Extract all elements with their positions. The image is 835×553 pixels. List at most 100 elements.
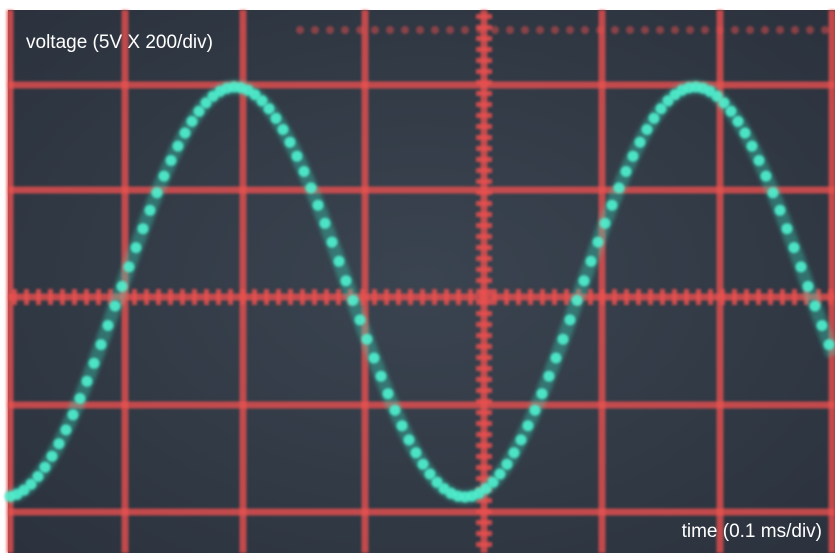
- trace-dot: [620, 166, 632, 177]
- graticule-tick: [180, 289, 185, 305]
- graticule-tick: [476, 465, 492, 470]
- trace-dot: [130, 242, 142, 254]
- graticule-tick: [708, 289, 713, 305]
- graticule-tick: [336, 289, 341, 305]
- graticule-tick: [624, 289, 629, 305]
- trace-dot: [81, 375, 93, 387]
- graticule-tick: [476, 135, 492, 140]
- trace-dot: [39, 461, 51, 473]
- graticule-tick: [84, 289, 89, 305]
- graticule-dot: [431, 26, 439, 34]
- graticule-dot: [536, 26, 544, 34]
- trace-dot: [424, 468, 436, 480]
- trace-dot: [200, 97, 212, 109]
- trace-dot: [494, 468, 506, 480]
- graticule-dot: [521, 26, 529, 34]
- graticule-tick: [408, 289, 413, 305]
- trace-dot: [165, 155, 177, 166]
- trace-dot: [508, 447, 520, 459]
- graticule-tick: [372, 289, 377, 305]
- graticule-tick: [476, 377, 492, 382]
- graticule-tick: [324, 289, 329, 305]
- trace-dot: [102, 320, 114, 331]
- trace-dot: [326, 236, 338, 248]
- graticule-tick: [476, 190, 492, 195]
- graticule-tick: [660, 289, 665, 305]
- graticule-dot: [791, 26, 799, 34]
- trace-dot: [648, 112, 660, 124]
- trace-dot: [718, 97, 730, 109]
- trace-dot: [263, 103, 275, 115]
- graticule-tick: [24, 289, 29, 305]
- graticule-dot: [686, 26, 694, 34]
- trace: [4, 79, 835, 505]
- graticule-tick: [684, 289, 689, 305]
- graticule-dot: [386, 26, 394, 34]
- graticule-tick: [476, 366, 492, 371]
- trace-dot: [284, 136, 296, 148]
- trace-dot: [319, 217, 331, 229]
- trace-dot: [340, 275, 352, 287]
- trace-dot: [305, 182, 317, 194]
- trace-dot: [67, 409, 79, 421]
- graticule-dot: [401, 26, 409, 34]
- trace-dot: [410, 447, 422, 459]
- graticule-tick: [744, 289, 749, 305]
- graticule-tick: [476, 25, 492, 30]
- y-axis-label: voltage (5V X 200/div): [26, 32, 213, 53]
- graticule-tick: [732, 289, 737, 305]
- trace-dot: [382, 388, 394, 400]
- graticule-tick: [360, 289, 365, 305]
- trace-dot: [354, 314, 366, 326]
- graticule-tick: [476, 476, 492, 481]
- graticule-tick: [48, 289, 53, 305]
- graticule-dot: [776, 26, 784, 34]
- trace-dot: [256, 95, 268, 107]
- trace-dot: [109, 300, 121, 312]
- graticule-dot: [551, 26, 559, 34]
- graticule-tick: [476, 124, 492, 129]
- graticule-tick: [476, 432, 492, 437]
- graticule-tick: [476, 421, 492, 426]
- graticule-tick: [192, 289, 197, 305]
- graticule-dot: [626, 26, 634, 34]
- trace-dot: [781, 223, 793, 235]
- trace-dot: [767, 187, 779, 199]
- graticule-tick: [476, 410, 492, 415]
- trace-dot: [606, 199, 618, 211]
- graticule-tick: [476, 47, 492, 52]
- graticule-dot: [296, 26, 304, 34]
- trace-dot: [501, 458, 513, 470]
- graticule-tick: [276, 289, 281, 305]
- graticule: [6, 10, 835, 553]
- graticule-tick: [476, 91, 492, 96]
- graticule-dot: [611, 26, 619, 34]
- graticule-tick: [476, 333, 492, 338]
- trace-dot: [396, 420, 408, 432]
- graticule-tick: [36, 289, 41, 305]
- graticule-tick: [96, 289, 101, 305]
- graticule-dot: [596, 26, 604, 34]
- graticule-dot: [356, 26, 364, 34]
- graticule-tick: [476, 80, 492, 85]
- trace-dot: [809, 300, 821, 312]
- trace-dot: [550, 352, 562, 364]
- trace-dot: [543, 370, 555, 382]
- trace-dot: [627, 150, 639, 162]
- trace-dot: [137, 223, 149, 235]
- graticule-dot: [476, 26, 484, 34]
- graticule-tick: [476, 58, 492, 63]
- trace-dot: [557, 333, 569, 345]
- graticule-tick: [564, 289, 569, 305]
- trace-dot: [32, 471, 44, 482]
- trace-dot: [592, 236, 604, 248]
- graticule-tick: [476, 520, 492, 525]
- trace-dot: [816, 320, 828, 331]
- graticule-tick: [168, 289, 173, 305]
- trace-dot: [802, 280, 814, 292]
- trace-dot: [361, 333, 373, 345]
- trace-dot: [417, 458, 429, 470]
- graticule-dot: [671, 26, 679, 34]
